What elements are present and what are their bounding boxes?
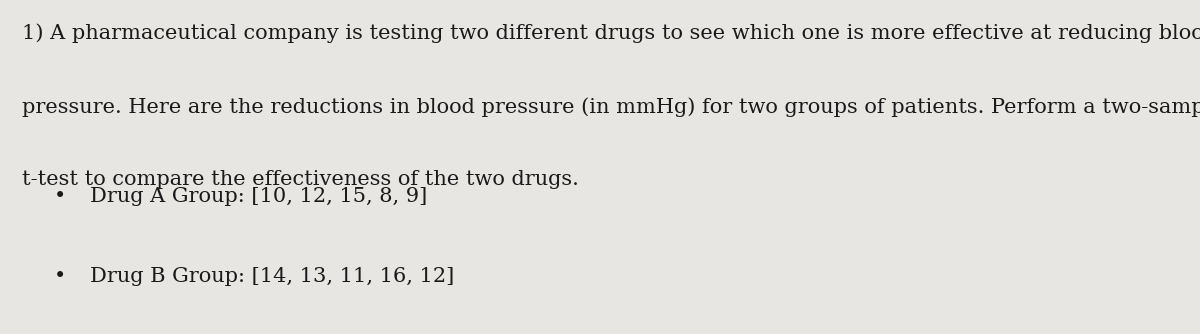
Text: •: • [54,187,66,206]
Text: 1) A pharmaceutical company is testing two different drugs to see which one is m: 1) A pharmaceutical company is testing t… [22,23,1200,43]
Text: pressure. Here are the reductions in blood pressure (in mmHg) for two groups of : pressure. Here are the reductions in blo… [22,97,1200,117]
Text: Drug B Group: [14, 13, 11, 16, 12]: Drug B Group: [14, 13, 11, 16, 12] [90,267,455,286]
Text: Drug A Group: [10, 12, 15, 8, 9]: Drug A Group: [10, 12, 15, 8, 9] [90,187,427,206]
Text: t-test to compare the effectiveness of the two drugs.: t-test to compare the effectiveness of t… [22,170,578,189]
Text: •: • [54,267,66,286]
